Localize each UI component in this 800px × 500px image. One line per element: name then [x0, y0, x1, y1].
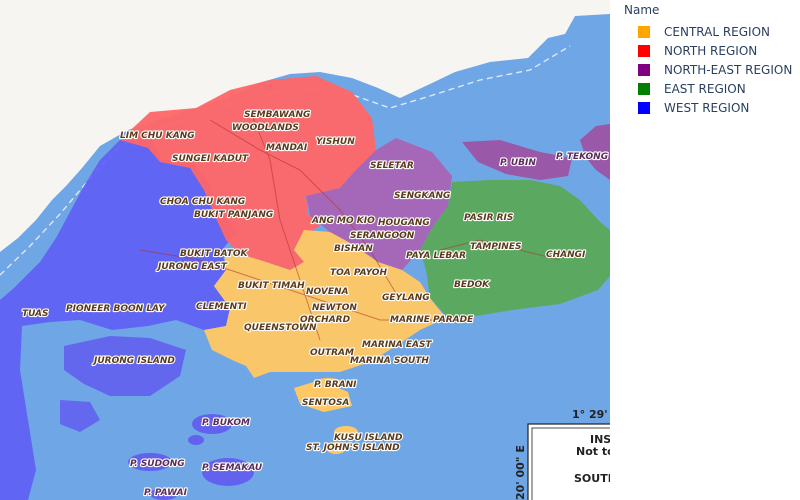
label-sembawang: SEMBAWANG	[244, 110, 310, 120]
legend-swatch-central	[638, 25, 650, 38]
legend-swatch-north	[638, 44, 650, 57]
legend-label: CENTRAL REGION	[664, 24, 771, 39]
label-pioneer-boon-lay: PIONEER BOON LAY	[66, 304, 166, 314]
label-newton: NEWTON	[312, 303, 357, 313]
island-stjohns	[326, 442, 346, 454]
legend-label: NORTH-EAST REGION	[664, 62, 793, 77]
label-serangoon: SERANGOON	[350, 231, 415, 241]
island-west-1	[60, 400, 100, 432]
label-p-ubin: P. UBIN	[500, 158, 536, 168]
label-mandai: MANDAI	[266, 143, 308, 153]
label-yishun: YISHUN	[316, 137, 355, 147]
label-bukit-timah: BUKIT TIMAH	[238, 281, 305, 291]
legend-item-central[interactable]: CENTRAL REGION	[618, 22, 800, 41]
roads	[139, 109, 561, 341]
label-paya-lebar: PAYA LEBAR	[406, 251, 466, 261]
inset-not-to: Not to	[576, 445, 610, 458]
label-hougang: HOUGANG	[378, 218, 430, 228]
label-ang-mo-kio: ANG MO KIO	[311, 216, 375, 226]
label-choa-chu-kang: CHOA CHU KANG	[160, 197, 245, 207]
label-geylang: GEYLANG	[382, 293, 430, 303]
legend-label: EAST REGION	[664, 82, 746, 97]
label-kusu-island: KUSU ISLAND	[334, 433, 403, 443]
legend-swatch-west	[638, 102, 650, 115]
label-marine-parade: MARINE PARADE	[390, 315, 474, 325]
inset-title: INS	[590, 433, 610, 446]
label-queenstown: QUEENSTOWN	[244, 323, 317, 333]
inset-south: SOUTH	[574, 472, 610, 485]
label-changi: CHANGI	[546, 250, 586, 260]
inset-coord-top: 1° 29'	[572, 408, 608, 421]
island-bukom	[192, 414, 232, 434]
label-novena: NOVENA	[306, 287, 349, 297]
label-sengkang: SENGKANG	[394, 191, 450, 201]
island-sudong	[128, 453, 172, 471]
label-seletar: SELETAR	[370, 161, 414, 171]
island-kusu	[334, 426, 358, 438]
label-orchard: ORCHARD	[300, 315, 351, 325]
label-p-sudong: P. SUDONG	[130, 459, 185, 469]
label-lim-chu-kang: LIM CHU KANG	[120, 131, 195, 141]
label-bukit-batok: BUKIT BATOK	[180, 249, 249, 259]
label-jurong-island: JURONG ISLAND	[92, 356, 175, 366]
inset-inner-box	[531, 427, 610, 500]
label-jurong-east: JURONG EAST	[156, 262, 228, 272]
label-p-pawai: P. PAWAI	[144, 488, 188, 498]
label-st-johns-island: ST. JOHN'S ISLAND	[306, 443, 400, 453]
inset-frame: 1° 29' INS Not to SOUTH 20' 00" E	[514, 408, 610, 500]
label-bedok: BEDOK	[454, 280, 490, 290]
label-clementi: CLEMENTI	[196, 302, 247, 312]
island-brani	[312, 378, 344, 390]
label-marina-east: MARINA EAST	[362, 340, 432, 350]
island-pawai	[150, 488, 178, 500]
label-sungei-kadut: SUNGEI KADUT	[172, 154, 249, 164]
label-tampines: TAMPINES	[470, 242, 521, 252]
legend: Name CENTRAL REGION NORTH REGION NORTH-E…	[618, 2, 800, 118]
legend-label: NORTH REGION	[664, 43, 758, 58]
island-ubin[interactable]	[462, 140, 572, 180]
inset-box	[527, 423, 610, 500]
label-tuas: TUAS	[22, 309, 49, 319]
legend-item-northeast[interactable]: NORTH-EAST REGION	[618, 60, 800, 79]
label-pasir-ris: PASIR RIS	[464, 213, 513, 223]
legend-label: WEST REGION	[664, 101, 750, 116]
map-canvas[interactable]: LIM CHU KANG SEMBAWANG WOODLANDS MANDAI …	[0, 0, 610, 500]
region-central[interactable]	[204, 230, 446, 378]
island-small-w	[188, 435, 204, 445]
label-woodlands: WOODLANDS	[232, 123, 299, 133]
region-north[interactable]	[120, 76, 376, 270]
label-outram: OUTRAM	[310, 348, 354, 358]
label-sentosa: SENTOSA	[302, 398, 349, 408]
label-p-semakau: P. SEMAKAU	[202, 463, 263, 473]
label-p-tekong: P. TEKONG	[556, 152, 608, 162]
label-p-bukom: P. BUKOM	[202, 418, 250, 428]
legend-item-east[interactable]: EAST REGION	[618, 80, 800, 99]
island-semakau	[202, 458, 254, 486]
map[interactable]: LIM CHU KANG SEMBAWANG WOODLANDS MANDAI …	[0, 0, 610, 500]
legend-title: Name	[624, 3, 660, 17]
region-west[interactable]	[0, 136, 238, 500]
legend-item-west[interactable]: WEST REGION	[618, 99, 800, 118]
island-jurong[interactable]	[64, 336, 186, 396]
island-tekong[interactable]	[580, 124, 610, 180]
label-p-brani: P. BRANI	[314, 380, 357, 390]
label-bukit-panjang: BUKIT PANJANG	[194, 210, 273, 220]
region-northeast[interactable]	[306, 138, 452, 270]
inset-coord-side: 20' 00" E	[514, 445, 527, 500]
legend-swatch-northeast	[638, 63, 650, 76]
mainland-johor	[0, 0, 610, 252]
label-marina-south: MARINA SOUTH	[350, 356, 429, 366]
label-bishan: BISHAN	[334, 244, 373, 254]
legend-item-north[interactable]: NORTH REGION	[618, 41, 800, 60]
legend-swatch-east	[638, 83, 650, 96]
label-toa-payoh: TOA PAYOH	[330, 268, 387, 278]
